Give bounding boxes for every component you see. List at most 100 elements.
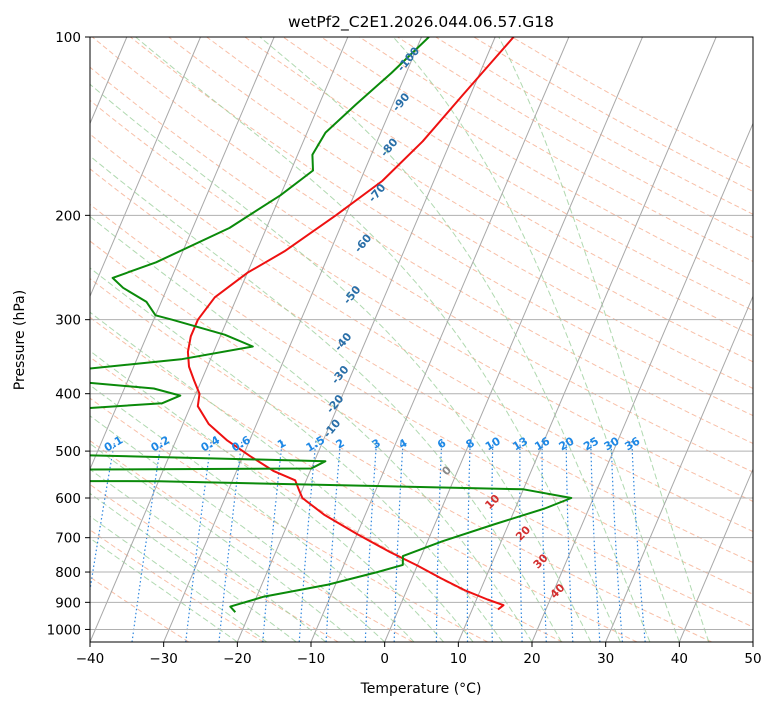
x-tick-label: 0 (380, 651, 389, 667)
y-tick-label: 900 (55, 595, 81, 611)
dry-adiabat-line (90, 66, 753, 473)
dry-adiabat-line (282, 37, 753, 312)
x-tick-label: −40 (76, 651, 105, 667)
mixing-ratio-label: 16 (532, 434, 552, 453)
moist-adiabat-line (259, 37, 651, 642)
mixing-ratio-line (435, 440, 443, 642)
isotherm-line (678, 467, 753, 642)
moist-adiabat-line (498, 37, 710, 642)
mixing-ratio-line (565, 440, 574, 642)
mixing-ratio-label: 6 (435, 436, 448, 451)
moist-adiabat-line (392, 37, 680, 642)
x-tick-label: 40 (671, 651, 688, 667)
dry-adiabat-line (90, 316, 638, 642)
dry-adiabat-line (359, 37, 753, 263)
mixing-ratio-label: 1 (275, 436, 288, 451)
isotherm-line (457, 37, 717, 642)
mixing-ratio-line (393, 440, 404, 642)
y-tick-label: 700 (55, 531, 81, 547)
dry-adiabat-line (511, 37, 753, 170)
mixing-ratio-line (218, 440, 243, 642)
dry-adiabat-label: -80 (378, 135, 401, 159)
x-tick-label: 50 (744, 651, 761, 667)
moist-adiabat-label: 30 (531, 551, 551, 571)
dry-adiabat-line (90, 203, 753, 595)
dry-adiabat-line (435, 37, 753, 215)
mixing-ratio-line (610, 440, 623, 642)
moist-adiabat-line (90, 215, 533, 642)
dry-adiabat-line (206, 37, 753, 363)
dry-adiabat-label: -50 (341, 283, 364, 307)
dry-adiabat-line (90, 278, 712, 642)
moist-adiabat-line (135, 37, 621, 642)
isotherm-line (384, 37, 643, 642)
moist-adiabat-line (90, 384, 415, 642)
dry-adiabat-line (90, 483, 339, 642)
x-tick-label: 10 (450, 651, 467, 667)
isotherm-line (605, 295, 753, 642)
isotherm-line (90, 37, 349, 642)
y-tick-label: 400 (55, 387, 81, 403)
moist-adiabat-line (90, 155, 562, 642)
x-tick-label: 20 (523, 651, 540, 667)
dry-adiabat-line (244, 37, 753, 337)
isotherm-line (752, 640, 753, 642)
dry-adiabat-line (90, 397, 488, 642)
moist-adiabat-label: 20 (513, 523, 533, 543)
isotherm-line (236, 37, 496, 642)
mixing-ratio-line (325, 440, 342, 642)
moist-adiabat-line (90, 515, 268, 642)
mixing-ratio-line (490, 440, 494, 642)
x-tick-label: −20 (223, 651, 252, 667)
moist-adiabat-label: 0 (439, 463, 454, 478)
dry-adiabat-line (90, 356, 563, 642)
y-tick-label: 1000 (47, 622, 81, 638)
mixing-ratio-label: 4 (396, 436, 409, 451)
y-tick-label: 800 (55, 565, 81, 581)
dewpoint-profile-line (90, 37, 573, 613)
y-tick-label: 500 (55, 444, 81, 460)
isotherm-line (163, 37, 422, 642)
moist-adiabat-label: 10 (482, 492, 502, 512)
mixing-ratio-line (631, 440, 646, 642)
dry-adiabat-line (90, 133, 753, 533)
mixing-ratio-line (541, 440, 547, 642)
mixing-ratio-label: 25 (581, 434, 601, 453)
mixing-ratio-label: 20 (557, 434, 577, 453)
chart-title: wetPf2_C2E1.2026.044.06.57.G18 (288, 13, 554, 32)
mixing-ratio-line (262, 440, 283, 642)
dry-adiabat-label: -20 (324, 392, 347, 416)
isotherm-line (310, 37, 570, 642)
mixing-ratio-label: 36 (623, 434, 643, 453)
moist-adiabat-line (90, 415, 386, 642)
moist-adiabat-line (90, 443, 356, 642)
dry-adiabat-label: -30 (329, 363, 352, 387)
mixing-ratio-line (590, 440, 601, 642)
dry-adiabat-line (168, 37, 753, 389)
y-tick-label: 200 (55, 208, 81, 224)
y-tick-label: 300 (55, 313, 81, 329)
moist-adiabat-line (90, 537, 238, 642)
y-tick-label: 600 (55, 491, 81, 507)
temperature-profile-line (186, 37, 515, 611)
mixing-ratio-label: 3 (370, 436, 383, 451)
dry-adiabat-line (90, 168, 753, 563)
dry-adiabat-line (90, 529, 264, 642)
mixing-ratio-line (298, 440, 317, 642)
y-tick-label: 100 (55, 30, 81, 46)
mixing-ratio-label: 10 (483, 434, 503, 453)
dry-adiabat-line (90, 576, 190, 642)
mixing-ratio-line (185, 440, 212, 642)
y-axis-label: Pressure (hPa) (12, 290, 28, 390)
moist-adiabat-line (90, 267, 503, 642)
dry-adiabat-label: -70 (366, 181, 389, 205)
isotherm-line (90, 37, 275, 471)
x-axis-label: Temperature (°C) (360, 681, 482, 697)
x-tick-label: −10 (297, 651, 326, 667)
dry-adiabat-label: -100 (395, 44, 423, 74)
plot-frame (89, 36, 754, 643)
mixing-ratio-line (90, 440, 116, 594)
mixing-ratio-label: 2 (334, 436, 347, 451)
dry-adiabat-line (90, 99, 753, 502)
